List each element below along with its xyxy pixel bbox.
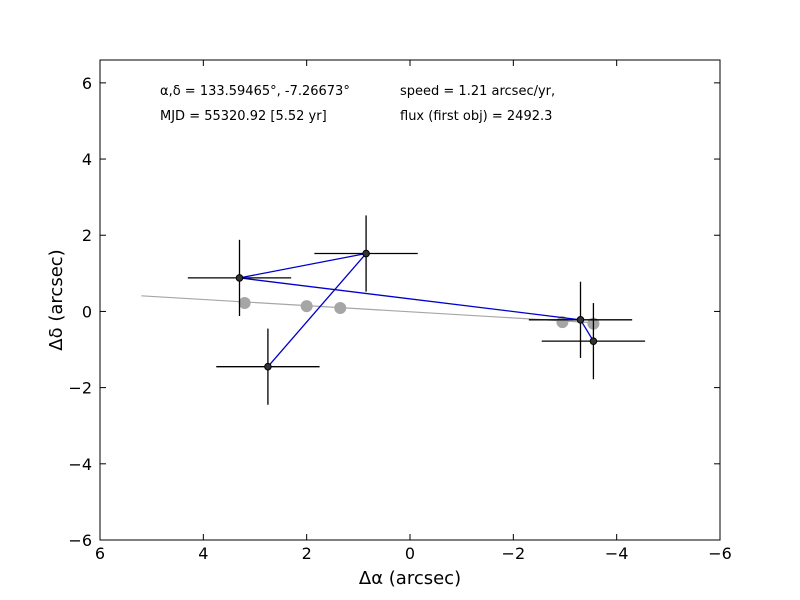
y-tick-label-0: −6 — [68, 531, 92, 550]
fit-point-2 — [334, 302, 347, 314]
annotation-flux: flux (first obj) = 2492.3 — [400, 109, 552, 124]
annotation-mjd: MJD = 55320.92 [5.52 yr] — [160, 109, 327, 124]
x-tick-label-4: −2 — [502, 544, 526, 563]
annotation-coords: α,δ = 133.59465°, -7.26673° — [160, 84, 350, 99]
y-tick-label-1: −4 — [68, 455, 92, 474]
epoch-point-3 — [576, 316, 585, 324]
annotation-speed: speed = 1.21 arcsec/yr, — [400, 84, 555, 99]
x-tick-label-5: −4 — [605, 544, 629, 563]
plot-area — [100, 60, 720, 540]
fit-line — [141, 295, 597, 324]
y-axis-label: Δδ (arcsec) — [46, 249, 67, 350]
y-tick-label-6: 6 — [82, 74, 92, 93]
x-tick-label-2: 2 — [302, 544, 312, 563]
y-tick-label-2: −2 — [68, 379, 92, 398]
marks — [141, 215, 646, 405]
fit-point-0 — [238, 297, 251, 310]
fit-point-1 — [300, 300, 313, 313]
epoch-point-1 — [362, 249, 370, 258]
x-tick-label-0: 6 — [95, 544, 105, 563]
y-tick-label-3: 0 — [82, 302, 92, 321]
y-tick-label-4: 2 — [82, 226, 92, 245]
x-axis-label: Δα (arcsec) — [359, 568, 461, 589]
fit-point-3 — [556, 316, 569, 329]
epoch-point-2 — [264, 362, 272, 371]
x-tick-label-6: −6 — [708, 544, 732, 563]
epoch-point-4 — [589, 337, 598, 345]
x-tick-label-1: 4 — [198, 544, 208, 563]
ticks: 6 4 2 0 −2 −4 −6 −6 −4 −2 0 2 4 6 — [68, 60, 732, 563]
y-tick-label-5: 4 — [82, 150, 92, 169]
epoch-point-0 — [235, 274, 244, 282]
x-tick-label-3: 0 — [405, 544, 415, 563]
